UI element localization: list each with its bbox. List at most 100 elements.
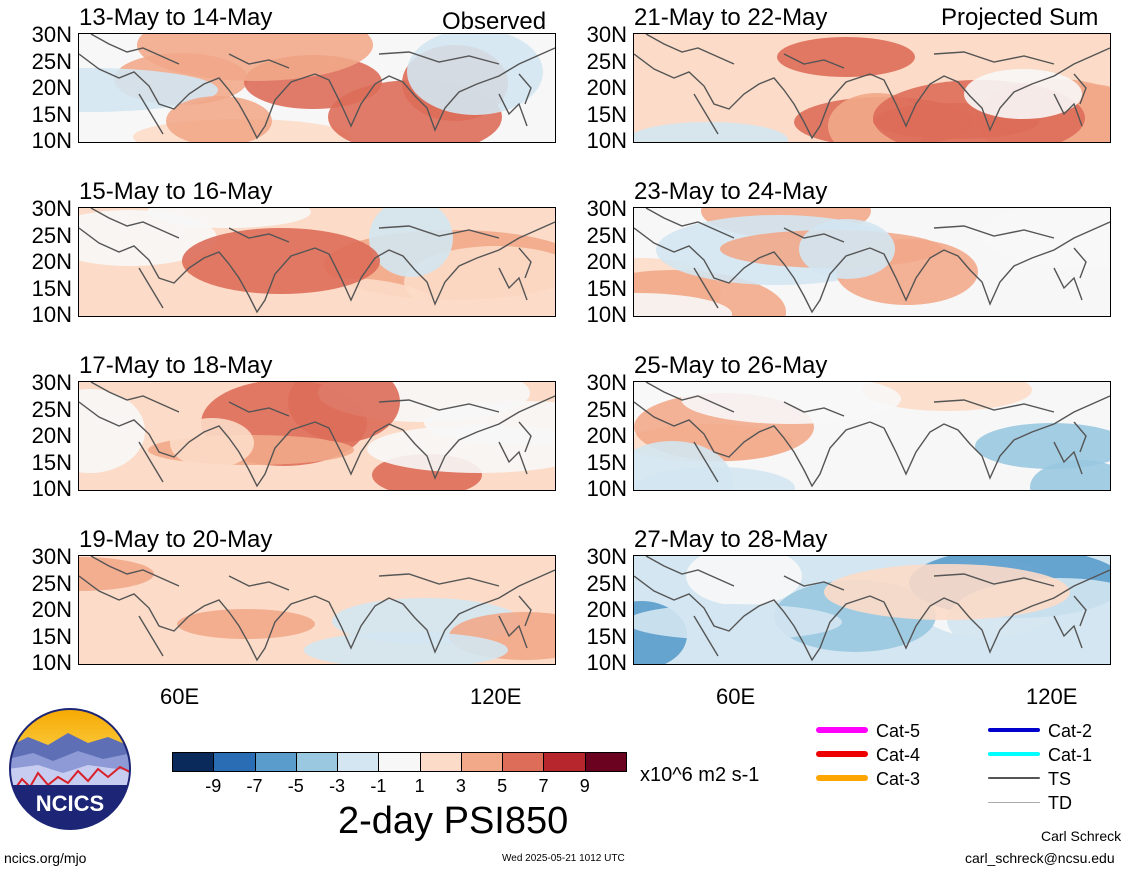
lat-label: 30N <box>2 372 72 394</box>
colorbar-swatch <box>213 752 255 772</box>
lat-label: 20N <box>557 599 627 621</box>
footer-email[interactable]: carl_schreck@ncsu.edu <box>965 850 1115 866</box>
lat-label: 30N <box>557 546 627 568</box>
lat-label: 10N <box>2 304 72 326</box>
colorbar-swatch <box>255 752 297 772</box>
colorbar-tick-label: 9 <box>570 777 600 795</box>
map-2-svg <box>79 208 555 316</box>
lat-label: 15N <box>557 626 627 648</box>
panel-title-8: 27-May to 28-May <box>634 528 827 552</box>
field-contour <box>170 418 254 468</box>
colorbar-swatch <box>502 752 544 772</box>
map-7-svg <box>634 382 1110 490</box>
legend-line <box>816 775 868 781</box>
lat-label: 30N <box>2 198 72 220</box>
lat-label: 15N <box>557 278 627 300</box>
lat-label: 25N <box>557 51 627 73</box>
colorbar-tick-label: -7 <box>240 777 270 795</box>
legend-label: Cat-4 <box>876 746 920 764</box>
lat-label: 20N <box>2 425 72 447</box>
colorbar-swatch <box>378 752 420 772</box>
observed-label: Observed <box>442 10 546 34</box>
lat-label: 10N <box>2 652 72 674</box>
legend-label: Cat-3 <box>876 770 920 788</box>
legend-line <box>988 728 1040 732</box>
colorbar-swatch <box>543 752 585 772</box>
legend-label: TS <box>1048 770 1071 788</box>
colorbar-tick-label: 3 <box>446 777 476 795</box>
lat-label: 25N <box>2 225 72 247</box>
field-contour <box>177 609 315 639</box>
colorbar-tick-label: 7 <box>528 777 558 795</box>
footer-timestamp: Wed 2025-05-21 1012 UTC <box>502 853 625 864</box>
colorbar-labels: -9 -7 -5 -3 -1 1 3 5 7 9 <box>172 777 626 797</box>
lat-label: 30N <box>557 198 627 220</box>
lat-label: 10N <box>2 130 72 152</box>
map-6-svg <box>634 208 1110 316</box>
lat-label: 10N <box>557 130 627 152</box>
lat-label: 15N <box>557 452 627 474</box>
field-contour <box>777 37 915 77</box>
field-contour <box>964 69 1082 119</box>
colorbar-swatch <box>461 752 503 772</box>
footer-url[interactable]: ncics.org/mjo <box>4 850 86 866</box>
panel-title-7: 25-May to 26-May <box>634 354 827 378</box>
panel-title-3: 17-May to 18-May <box>79 354 272 378</box>
panel-title-5: 21-May to 22-May <box>634 6 827 30</box>
legend-label: Cat-2 <box>1048 722 1092 740</box>
lat-label: 10N <box>2 478 72 500</box>
lat-label: 15N <box>2 104 72 126</box>
legend-label: Cat-1 <box>1048 746 1092 764</box>
lat-label: 20N <box>557 77 627 99</box>
lat-label: 15N <box>2 278 72 300</box>
colorbar-swatch <box>296 752 338 772</box>
panel-title-4: 19-May to 20-May <box>79 528 272 552</box>
panel-title-1: 13-May to 14-May <box>79 6 272 30</box>
lon-label-60e-right: 60E <box>716 686 755 708</box>
lat-label: 20N <box>2 599 72 621</box>
lat-label: 15N <box>2 452 72 474</box>
logo-text: NCICS <box>36 791 104 816</box>
legend-line <box>988 752 1040 756</box>
panel-title-2: 15-May to 16-May <box>79 180 272 204</box>
field-contour <box>182 228 380 294</box>
legend-label: TD <box>1048 794 1072 812</box>
colorbar-swatch <box>585 752 627 772</box>
map-panel-2 <box>78 207 556 317</box>
colorbar-swatch <box>420 752 462 772</box>
panel-title-6: 23-May to 24-May <box>634 180 827 204</box>
colorbar <box>172 752 626 772</box>
lat-label: 25N <box>2 399 72 421</box>
lat-label: 10N <box>557 478 627 500</box>
legend-line <box>988 802 1040 803</box>
lat-label: 25N <box>557 573 627 595</box>
lat-label: 25N <box>557 225 627 247</box>
projected-sum-label: Projected Sum <box>941 6 1098 30</box>
colorbar-tick-label: -5 <box>281 777 311 795</box>
map-panel-4 <box>78 555 556 665</box>
colorbar-tick-label: -9 <box>198 777 228 795</box>
colorbar-units: x10^6 m2 s-1 <box>640 765 759 785</box>
ncics-logo: NCICS <box>8 707 132 831</box>
map-panel-5 <box>633 33 1111 143</box>
lat-label: 20N <box>557 251 627 273</box>
map-panel-3 <box>78 381 556 491</box>
figure-title: 2-day PSI850 <box>338 801 568 841</box>
legend-line <box>816 727 868 733</box>
lat-label: 25N <box>2 573 72 595</box>
lat-label: 15N <box>557 104 627 126</box>
map-panel-1 <box>78 33 556 143</box>
footer-author: Carl Schreck <box>1041 828 1121 844</box>
colorbar-tick-label: 1 <box>405 777 435 795</box>
colorbar-swatch <box>172 752 214 772</box>
lat-label: 10N <box>557 304 627 326</box>
colorbar-tick-label: 5 <box>487 777 517 795</box>
lat-label: 20N <box>557 425 627 447</box>
lat-label: 30N <box>557 24 627 46</box>
map-panel-8 <box>633 555 1111 665</box>
field-contour <box>824 564 1070 620</box>
lat-label: 25N <box>557 399 627 421</box>
lat-label: 30N <box>2 24 72 46</box>
map-8-svg <box>634 556 1110 664</box>
lat-label: 10N <box>557 652 627 674</box>
